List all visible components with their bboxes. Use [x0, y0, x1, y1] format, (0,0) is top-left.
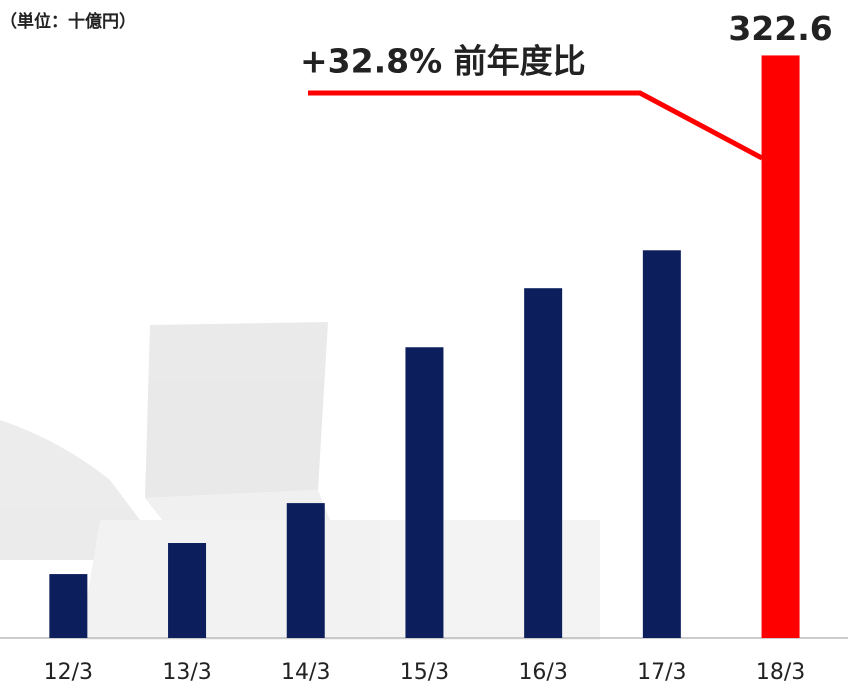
x-tick-label: 18/3 — [756, 660, 805, 685]
unit-label: （単位：十億円） — [0, 11, 136, 32]
bar — [643, 250, 681, 638]
bar — [405, 347, 443, 638]
x-tick-label: 16/3 — [518, 660, 567, 685]
x-tick-label: 12/3 — [44, 660, 93, 685]
annotation: +32.8% 前年度比 — [300, 42, 586, 81]
x-tick-label: 14/3 — [281, 660, 330, 685]
x-tick-label: 13/3 — [162, 660, 211, 685]
chart: （単位：十億円） +32.8% 前年度比 12/3 13/3 14/3 15/3 16/… — [0, 0, 848, 695]
annotation-line — [308, 93, 762, 158]
bar — [287, 503, 325, 638]
x-tick-label: 15/3 — [400, 660, 449, 685]
value-label: 322.6 — [728, 9, 832, 48]
bar — [49, 574, 87, 638]
bar — [168, 543, 206, 638]
bar — [762, 55, 800, 638]
x-tick-label: 17/3 — [637, 660, 686, 685]
bar — [524, 288, 562, 638]
